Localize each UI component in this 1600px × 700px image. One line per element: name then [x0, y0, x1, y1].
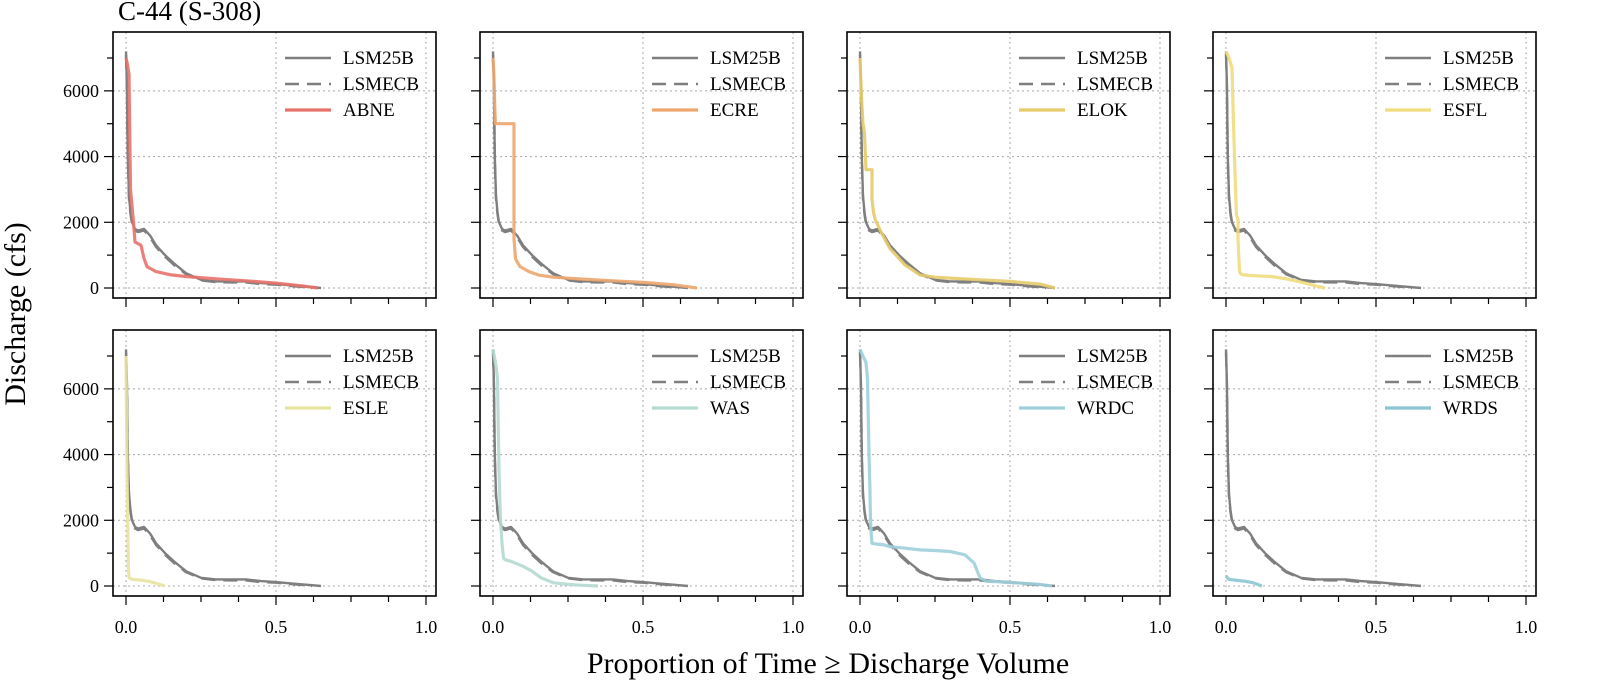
legend-label-abne: ABNE — [343, 100, 395, 121]
series-line-lsm25b — [491, 51, 689, 290]
legend-label-lsm25b: LSM25B — [1443, 346, 1514, 367]
series-line-lsm25b — [124, 51, 322, 290]
x-tick-label: 1.0 — [415, 617, 438, 637]
series-line-lsm25b — [858, 349, 1056, 588]
series-group — [124, 51, 322, 290]
series-line-lsmecb — [124, 352, 313, 588]
series-line-lsm25b — [1224, 349, 1422, 588]
legend-label-lsm25b: LSM25B — [710, 48, 781, 69]
legend-label-lsmecb: LSMECB — [1077, 372, 1153, 393]
legend-label-lsmecb: LSMECB — [343, 372, 419, 393]
plot-frame — [846, 329, 1171, 597]
legend-label-lsmecb: LSMECB — [343, 74, 419, 95]
series-line-wrds — [1224, 575, 1263, 588]
figure-title: C-44 (S-308) — [118, 0, 262, 26]
panel-esfl: LSM25B LSMECB ESFL — [1204, 31, 1537, 307]
x-tick-label: 0.0 — [1215, 617, 1238, 637]
legend-label-lsm25b: LSM25B — [1077, 346, 1148, 367]
x-tick-label: 0.5 — [632, 617, 655, 637]
legend-label-esle: ESLE — [343, 398, 388, 419]
legend-label-lsmecb: LSMECB — [1443, 372, 1519, 393]
series-line-lsmecb — [124, 54, 313, 290]
legend-label-wrdc: WRDC — [1077, 398, 1134, 419]
plot-frame — [479, 31, 804, 299]
plot-frame — [479, 329, 804, 597]
series-group — [491, 51, 698, 290]
series-group — [1224, 50, 1422, 290]
x-tick-label: 0.5 — [1365, 617, 1388, 637]
legend-label-lsmecb: LSMECB — [1443, 74, 1519, 95]
legend-label-lsm25b: LSM25B — [710, 346, 781, 367]
plot-frame — [846, 31, 1171, 299]
series-line-esfl — [1224, 50, 1326, 290]
plot-frame — [1212, 31, 1537, 299]
legend-label-lsmecb: LSMECB — [710, 74, 786, 95]
legend-label-lsm25b: LSM25B — [1443, 48, 1514, 69]
y-tick-label: 6000 — [63, 81, 99, 101]
panel-wrds: 0.0 0.5 1.0 LSM25B LSMECB WRDS — [1204, 329, 1538, 637]
panel-wrdc: 0.0 0.5 1.0 LSM25B LSMECB WRDC — [838, 329, 1172, 637]
series-line-lsmecb — [1224, 54, 1413, 290]
y-tick-label: 2000 — [63, 212, 99, 232]
y-tick-label: 6000 — [63, 379, 99, 399]
x-tick-label: 0.0 — [849, 617, 872, 637]
legend-label-esfl: ESFL — [1443, 100, 1487, 121]
series-group — [1224, 349, 1422, 588]
legend-label-lsm25b: LSM25B — [343, 48, 414, 69]
series-line-abne — [124, 57, 319, 290]
x-tick-label: 0.0 — [115, 617, 138, 637]
series-line-ecre — [491, 57, 698, 290]
y-tick-label: 2000 — [63, 510, 99, 530]
x-tick-label: 1.0 — [782, 617, 805, 637]
series-line-lsm25b — [124, 349, 322, 588]
series-line-lsmecb — [1224, 352, 1413, 588]
series-group — [491, 349, 689, 588]
y-tick-label: 0 — [90, 576, 99, 596]
plot-frame — [112, 329, 437, 597]
panel-ecre: LSM25B LSMECB ECRE — [471, 31, 804, 307]
series-line-lsm25b — [1224, 51, 1422, 290]
legend-label-lsm25b: LSM25B — [343, 346, 414, 367]
x-tick-label: 1.0 — [1149, 617, 1172, 637]
legend-label-lsm25b: LSM25B — [1077, 48, 1148, 69]
x-axis-label: Proportion of Time ≥ Discharge Volume — [586, 647, 1070, 680]
y-tick-label: 4000 — [63, 445, 99, 465]
series-line-esle — [124, 355, 166, 588]
legend-label-lsmecb: LSMECB — [710, 372, 786, 393]
series-line-lsmecb — [858, 54, 1047, 290]
x-tick-label: 0.5 — [265, 617, 288, 637]
series-line-lsmecb — [858, 352, 1047, 588]
x-tick-label: 1.0 — [1515, 617, 1538, 637]
plot-frame — [112, 31, 437, 299]
series-line-lsm25b — [491, 349, 689, 588]
panel-elok: LSM25B LSMECB ELOK — [838, 31, 1171, 307]
legend-label-was: WAS — [710, 398, 750, 419]
series-line-elok — [858, 57, 1056, 290]
panel-was: 0.0 0.5 1.0 LSM25B LSMECB WAS — [471, 329, 805, 637]
series-line-lsmecb — [491, 54, 680, 290]
panel-abne: 0 2000 4000 6000 LSM25B LSMECB ABNE — [63, 31, 437, 307]
x-tick-label: 0.5 — [999, 617, 1022, 637]
plot-frame — [1212, 329, 1537, 597]
legend-label-lsmecb: LSMECB — [1077, 74, 1153, 95]
x-tick-label: 0.0 — [482, 617, 505, 637]
series-line-lsm25b — [858, 51, 1056, 290]
series-line-wrdc — [858, 348, 1053, 588]
series-group — [858, 51, 1056, 290]
series-line-lsmecb — [491, 352, 680, 588]
legend-label-elok: ELOK — [1077, 100, 1128, 121]
panel-esle: 0.0 0.5 1.0 0 2000 4000 6000 LSM25B LSMECB ESLE — [63, 329, 438, 637]
y-tick-label: 0 — [90, 278, 99, 298]
y-tick-label: 4000 — [63, 147, 99, 167]
series-group — [858, 348, 1056, 588]
series-line-was — [491, 349, 599, 588]
legend-label-ecre: ECRE — [710, 100, 759, 121]
legend-label-wrds: WRDS — [1443, 398, 1498, 419]
series-group — [124, 349, 322, 588]
